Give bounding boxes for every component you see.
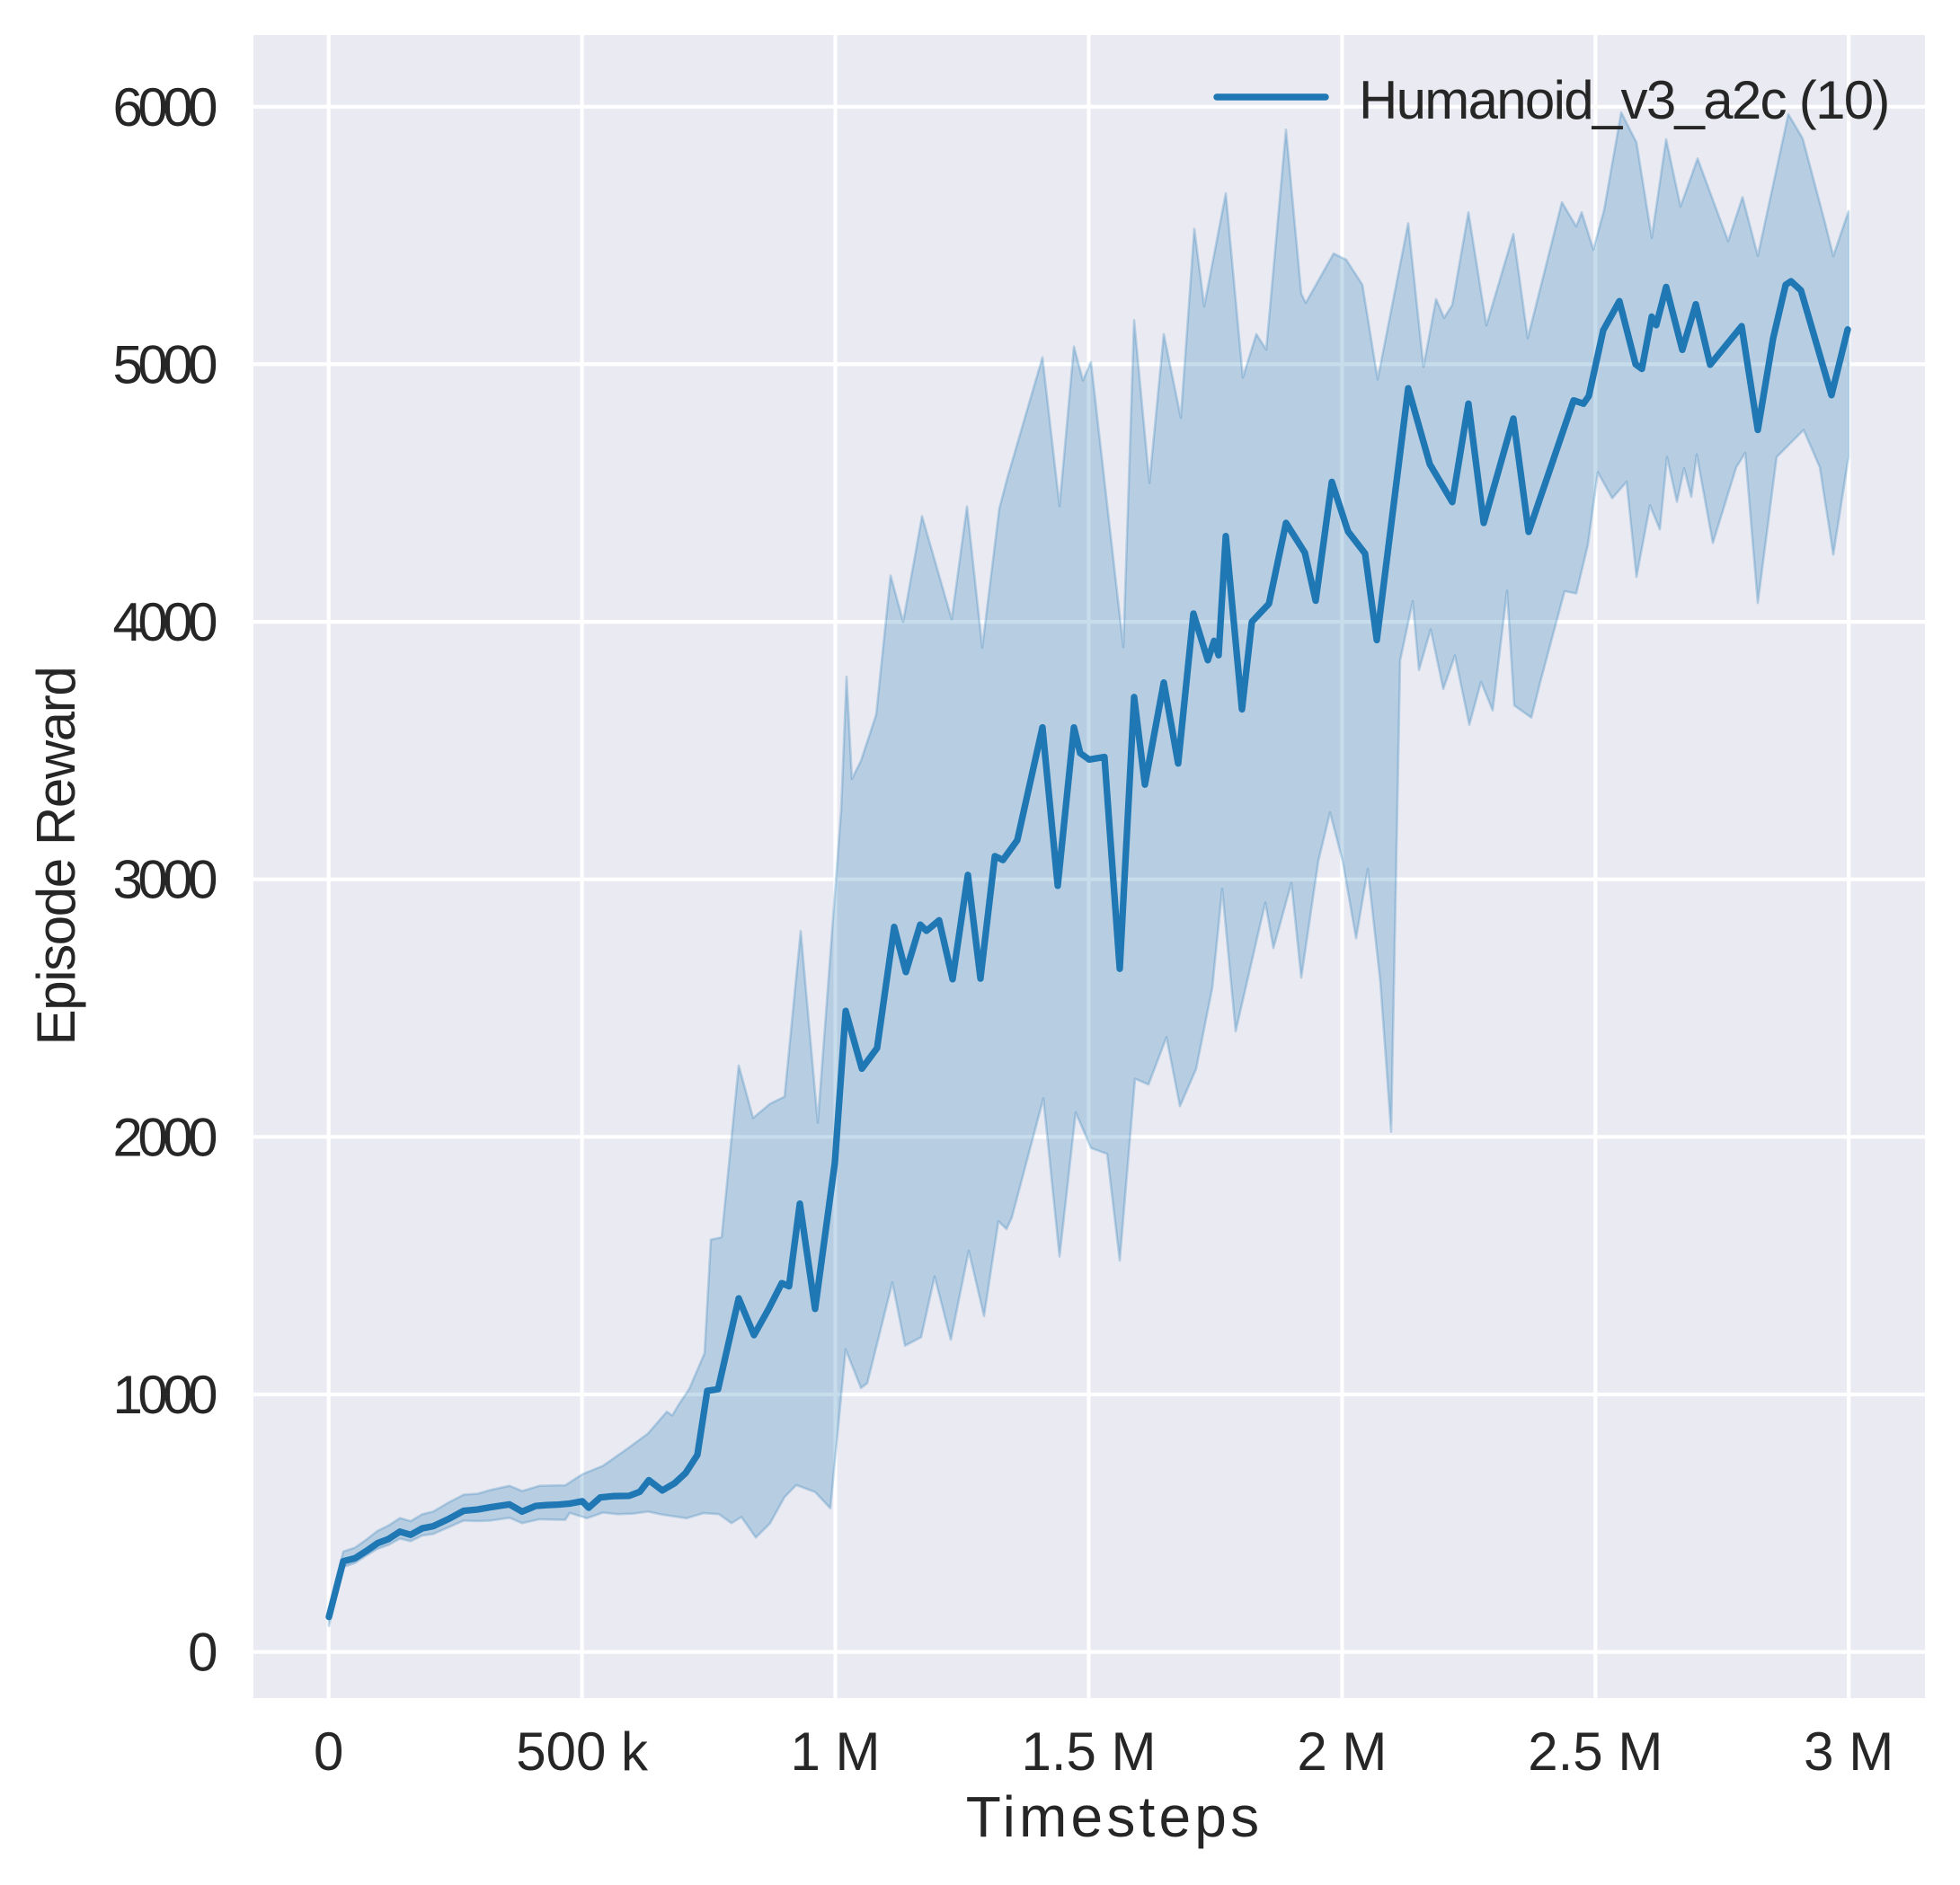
svg-text:6000: 6000 [113, 77, 217, 137]
svg-text:Humanoid_v3_a2c (10): Humanoid_v3_a2c (10) [1359, 70, 1889, 130]
svg-text:2 M: 2 M [1297, 1721, 1387, 1782]
svg-text:1.5 M: 1.5 M [1021, 1721, 1156, 1782]
svg-text:3 M: 3 M [1804, 1721, 1893, 1782]
svg-text:0: 0 [188, 1623, 217, 1683]
svg-text:0: 0 [314, 1721, 343, 1782]
svg-text:Episode Reward: Episode Reward [26, 668, 86, 1046]
svg-text:4000: 4000 [113, 592, 217, 652]
svg-text:1 M: 1 M [790, 1721, 880, 1782]
svg-text:2000: 2000 [113, 1107, 217, 1167]
svg-text:5000: 5000 [113, 334, 217, 394]
svg-text:2.5 M: 2.5 M [1528, 1721, 1663, 1782]
svg-text:500 k: 500 k [516, 1721, 649, 1782]
svg-text:1000: 1000 [113, 1365, 217, 1425]
svg-text:3000: 3000 [113, 850, 217, 910]
svg-text:Timesteps: Timesteps [966, 1784, 1264, 1849]
